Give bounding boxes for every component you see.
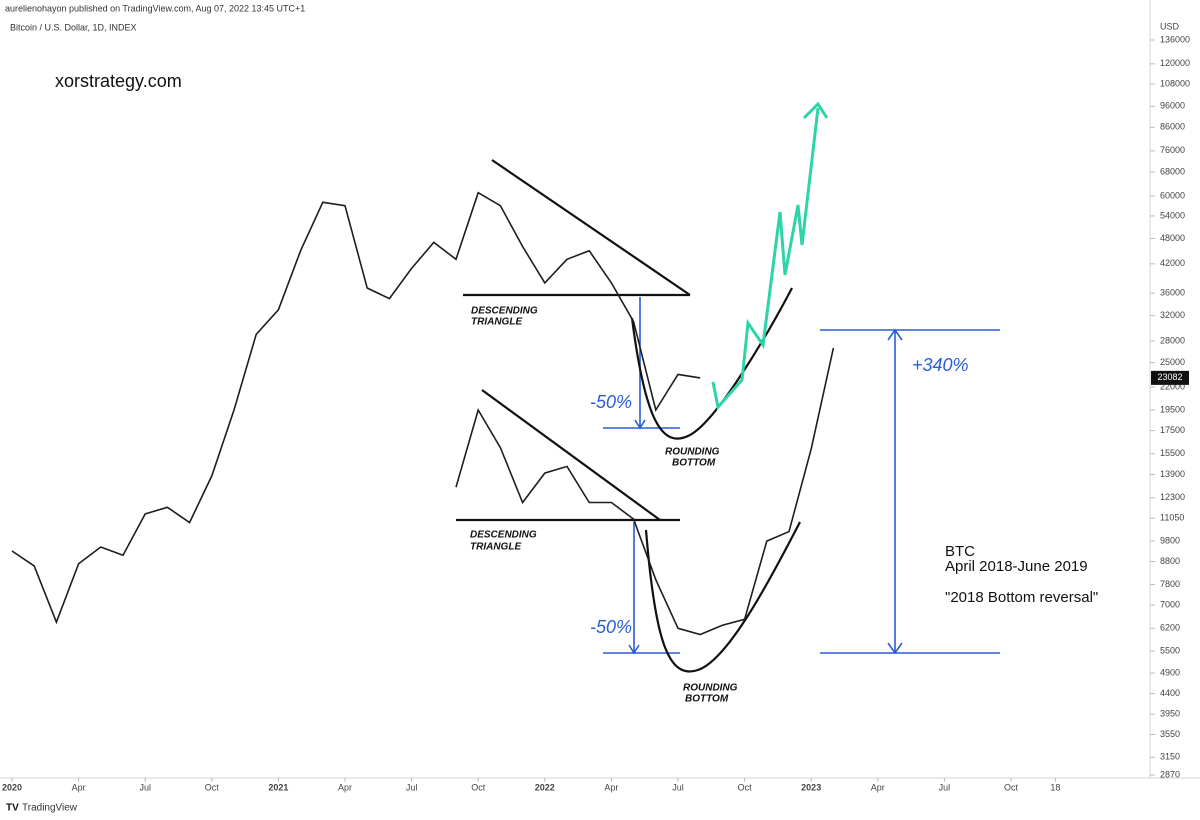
y-tick-label: 108000 — [1160, 78, 1190, 88]
y-tick-label: 17500 — [1160, 425, 1185, 435]
y-tick-label: 11050 — [1160, 513, 1184, 523]
watermark: xorstrategy.com — [55, 71, 182, 91]
measure-arrow — [603, 297, 680, 430]
y-axis-label: USD — [1160, 21, 1180, 31]
y-tick-label: 2870 — [1160, 769, 1180, 779]
y-tick-label: 6200 — [1160, 623, 1180, 633]
x-tick-label: Jul — [672, 782, 684, 792]
projection-arrowhead — [802, 101, 829, 120]
annotation: ROUNDING — [683, 683, 738, 694]
x-tick-label: Oct — [205, 782, 220, 792]
chart-title: Bitcoin / U.S. Dollar, 1D, INDEX — [10, 22, 137, 32]
x-tick-label: Oct — [738, 782, 753, 792]
y-tick-label: 8800 — [1160, 556, 1180, 566]
y-tick-label: 32000 — [1160, 310, 1185, 320]
y-tick-label: 42000 — [1160, 258, 1185, 268]
y-tick-label: 4900 — [1160, 667, 1180, 677]
x-tick-label: Jul — [939, 782, 951, 792]
y-tick-label: 15500 — [1160, 448, 1185, 458]
x-tick-label: 2022 — [535, 782, 555, 792]
y-tick-label: 3950 — [1160, 709, 1180, 719]
y-tick-label: 48000 — [1160, 233, 1185, 243]
annotation: BOTTOM — [672, 458, 716, 469]
annotation: DESCENDING — [470, 530, 537, 541]
last-price-label: 23082 — [1157, 372, 1182, 382]
annotation: BOTTOM — [685, 694, 729, 705]
x-tick-label: 2021 — [268, 782, 288, 792]
y-tick-label: 136000 — [1160, 34, 1190, 44]
annotation: DESCENDING — [471, 306, 538, 317]
projection-arrow — [711, 107, 820, 411]
y-tick-label: 60000 — [1160, 190, 1185, 200]
brand-logo: TV — [6, 803, 19, 814]
annotation: -50% — [590, 617, 632, 637]
y-tick-label: 19500 — [1160, 404, 1185, 414]
x-tick-label: 18 — [1050, 782, 1060, 792]
x-tick-label: Oct — [471, 782, 486, 792]
y-tick-label: 54000 — [1160, 210, 1185, 220]
price-line — [11, 191, 701, 625]
y-tick-label: 3150 — [1160, 752, 1180, 762]
x-tick-label: Jul — [406, 782, 418, 792]
annotation: +340% — [912, 355, 969, 375]
x-tick-label: 2020 — [2, 782, 22, 792]
y-tick-label: 4400 — [1160, 688, 1180, 698]
y-tick-label: 13900 — [1160, 469, 1185, 479]
x-tick-label: Oct — [1004, 782, 1019, 792]
x-tick-label: Jul — [139, 782, 151, 792]
y-tick-label: 86000 — [1160, 122, 1185, 132]
annotation: April 2018-June 2019 — [945, 558, 1088, 575]
x-tick-label: Apr — [338, 782, 352, 792]
x-tick-label: 2023 — [801, 782, 821, 792]
y-tick-label: 36000 — [1160, 288, 1185, 298]
y-tick-label: 22000 — [1160, 381, 1185, 391]
last-price-box — [1151, 370, 1189, 385]
drawings: DESCENDING TRIANGLE -50% ROUNDING BOTTOM… — [456, 101, 1098, 705]
annotation: "2018 Bottom reversal" — [945, 589, 1098, 606]
annotation: TRIANGLE — [470, 542, 521, 553]
y-tick-label: 96000 — [1160, 101, 1185, 111]
y-tick-label: 25000 — [1160, 357, 1185, 367]
y-tick-label: 28000 — [1160, 335, 1185, 345]
trendline — [481, 389, 661, 521]
y-tick-label: 5500 — [1160, 645, 1180, 655]
annotation: -50% — [590, 392, 632, 412]
brand: TradingView — [22, 803, 78, 814]
x-tick-label: Apr — [604, 782, 618, 792]
y-tick-label: 7800 — [1160, 579, 1180, 589]
annotation: BTC — [945, 543, 975, 560]
y-tick-label: 120000 — [1160, 58, 1190, 68]
y-tick-label: 68000 — [1160, 166, 1185, 176]
rounding-curve — [644, 521, 801, 673]
trendline — [491, 159, 691, 296]
y-tick-label: 76000 — [1160, 145, 1185, 155]
y-tick-label: 3550 — [1160, 729, 1180, 739]
y-tick-label: 9800 — [1160, 535, 1180, 545]
annotation: ROUNDING — [665, 447, 720, 458]
x-tick-label: Apr — [72, 782, 86, 792]
publisher: aurelienohayon published on TradingView.… — [5, 3, 305, 13]
gain-arrow — [820, 328, 1000, 655]
annotation: TRIANGLE — [471, 317, 522, 328]
x-tick-label: Apr — [871, 782, 885, 792]
y-tick-label: 12300 — [1160, 492, 1185, 502]
y-tick-label: 7000 — [1160, 600, 1180, 610]
price-line — [455, 347, 835, 636]
